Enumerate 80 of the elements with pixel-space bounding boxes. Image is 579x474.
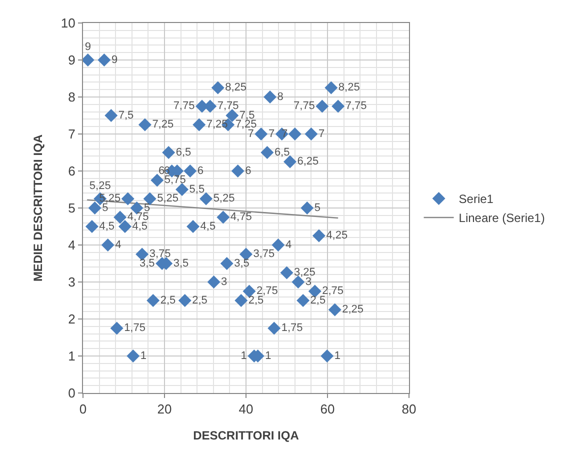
data-label: 9 — [84, 41, 91, 53]
data-label: 4 — [285, 238, 292, 251]
data-label: 1 — [334, 350, 340, 362]
data-label: 7,5 — [118, 109, 134, 122]
data-label: 1 — [140, 350, 146, 362]
x-axis-title: DESCRITTORI IQA — [193, 428, 300, 442]
data-label: 2,25 — [342, 304, 364, 316]
data-label: 2,5 — [192, 294, 208, 306]
y-tick-label: 1 — [68, 348, 76, 364]
data-label: 5,25 — [213, 192, 235, 204]
y-tick-label: 5 — [68, 200, 76, 216]
data-label: 4 — [115, 238, 122, 251]
data-label: 7,75 — [345, 100, 367, 112]
data-label: 3,5 — [173, 257, 189, 270]
y-tick-label: 0 — [68, 386, 76, 401]
x-tick-label: 60 — [320, 402, 335, 417]
data-label: 1 — [240, 350, 247, 362]
data-label: 7,75 — [217, 100, 239, 112]
x-tick-label: 20 — [157, 402, 172, 417]
data-label: 3,5 — [140, 257, 155, 270]
data-label: 7,25 — [235, 118, 257, 130]
data-label: 7 — [318, 128, 325, 140]
data-label: 8,25 — [225, 82, 247, 94]
data-label: 2,5 — [310, 294, 326, 306]
data-label: 6,5 — [274, 146, 290, 158]
y-tick-label: 9 — [68, 52, 76, 68]
data-label: 4,5 — [200, 220, 216, 232]
data-label: 6 — [245, 164, 252, 177]
data-label: 1 — [265, 350, 272, 362]
data-label: 6,25 — [297, 156, 319, 168]
data-label: 7,5 — [239, 109, 255, 122]
data-label: 2,5 — [248, 294, 264, 306]
data-label: 7 — [282, 128, 288, 140]
data-label: 4,5 — [132, 220, 148, 232]
y-axis-title: MEDIE DESCRITTORI IQA — [31, 134, 46, 282]
data-label: 4,5 — [99, 220, 115, 232]
data-label: 9 — [111, 54, 118, 66]
data-label: 4,25 — [326, 230, 348, 242]
y-tick-label: 4 — [68, 238, 76, 253]
data-label: 7 — [248, 128, 254, 140]
x-tick-label: 80 — [402, 402, 416, 417]
data-label: 3 — [221, 276, 228, 288]
data-label: 7 — [268, 128, 275, 140]
data-label: 7,25 — [152, 118, 174, 130]
data-label: 7,75 — [173, 100, 195, 112]
data-label: 6,5 — [176, 146, 192, 158]
data-label: 5,25 — [157, 192, 178, 204]
data-label: 5 — [144, 202, 150, 214]
data-label: 5 — [314, 202, 321, 214]
data-label: 5,5 — [189, 183, 205, 196]
data-label: 3,25 — [294, 266, 316, 278]
data-label: 3 — [305, 276, 312, 288]
data-label: 5 — [102, 202, 108, 214]
legend-label: Lineare (Serie1) — [458, 211, 545, 226]
data-label: 3,5 — [234, 257, 250, 270]
y-tick-label: 10 — [60, 16, 76, 31]
data-label: 1,75 — [281, 322, 303, 334]
y-tick-label: 6 — [68, 164, 76, 179]
data-label: 3,75 — [253, 248, 275, 260]
data-label: 8 — [277, 90, 284, 103]
data-label: 2,5 — [160, 294, 176, 306]
legend-label: Serie1 — [458, 192, 494, 206]
data-label: 4,75 — [127, 211, 149, 223]
y-tick-label: 7 — [68, 126, 76, 142]
y-tick-label: 3 — [68, 274, 76, 290]
x-tick-label: 40 — [238, 402, 254, 417]
data-label: 5,25 — [89, 180, 111, 192]
data-label: 1,75 — [124, 322, 146, 334]
data-label: 7,75 — [294, 100, 315, 112]
data-label: 8,25 — [338, 82, 360, 94]
y-tick-label: 2 — [68, 312, 76, 327]
data-label: 6 — [197, 164, 204, 177]
data-label: 2,75 — [322, 285, 344, 297]
y-tick-label: 8 — [68, 90, 76, 105]
data-label: 5,75 — [164, 174, 186, 186]
data-label: 3,75 — [149, 248, 171, 260]
data-label: 4,75 — [230, 211, 252, 223]
data-label: 2,75 — [256, 285, 278, 297]
data-label: 6 — [158, 164, 165, 177]
x-tick-label: 0 — [79, 402, 87, 417]
